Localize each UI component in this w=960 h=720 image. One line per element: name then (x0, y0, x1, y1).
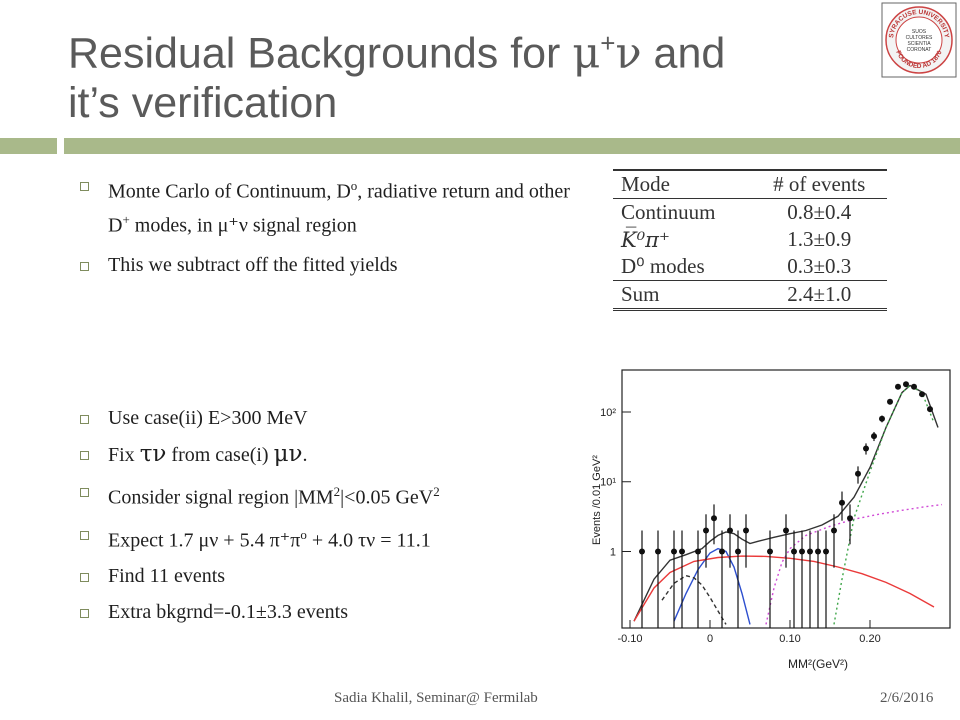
data-point (839, 499, 845, 506)
y-tick-label: 10² (600, 407, 616, 419)
title-line1-pre: Residual Backgrounds for (68, 29, 573, 78)
data-point (919, 391, 925, 398)
bullet-item: Consider signal region |MM2|<0.05 GeV2 (78, 478, 578, 512)
data-point (903, 381, 909, 388)
data-point (927, 406, 933, 413)
data-point (823, 548, 829, 555)
y-axis-label: Events /0.01 GeV² (591, 455, 603, 545)
data-point (911, 383, 917, 390)
data-point (727, 527, 733, 534)
data-point (719, 548, 725, 555)
svg-text:CULTORES: CULTORES (906, 35, 933, 41)
data-point (831, 527, 837, 534)
table-row: Continuum 0.8±0.4 (621, 200, 852, 224)
data-point (791, 548, 797, 555)
title-mu: μ (572, 28, 601, 79)
data-point (695, 548, 701, 555)
data-point (807, 548, 813, 555)
plot-frame (621, 369, 951, 629)
bullet-list-bottom: Use case(ii) E>300 MeV Fix τν from case(… (78, 405, 578, 635)
x-tick-label: 0 (707, 633, 713, 645)
col-header-events: # of events (773, 172, 866, 196)
data-point (895, 383, 901, 390)
bullet-item: Find 11 events (78, 563, 578, 590)
col-header-mode: Mode (621, 172, 670, 196)
svg-text:CORONAT: CORONAT (907, 47, 932, 53)
title-divider-right (64, 138, 960, 154)
bullet-item: This we subtract off the fitted yields (78, 252, 578, 279)
data-point (703, 527, 709, 534)
data-point (887, 398, 893, 405)
title-divider-left (0, 138, 57, 154)
title-plus: + (600, 28, 616, 58)
title-line2: it’s verification (68, 79, 338, 128)
data-point (767, 548, 773, 555)
data-point (711, 515, 717, 522)
university-seal-logo: SYRACUSE UNIVERSITY FOUNDED AD 1870 SUOS… (881, 2, 957, 78)
fit-curve-4 (833, 384, 935, 625)
bullet-list-top: Monte Carlo of Continuum, Do, radiative … (78, 172, 578, 292)
data-point (783, 527, 789, 534)
x-tick-label: 0.20 (859, 633, 880, 645)
bullet-item: Expect 1.7 μν + 5.4 π⁺πo + 4.0 τν = 11.1 (78, 521, 578, 555)
footer-date: 2/6/2016 (880, 690, 934, 706)
x-tick-label: 0.10 (779, 633, 800, 645)
background-mode-table: Mode # of events Continuum 0.8±0.4 K̅⁰π⁺… (613, 169, 887, 311)
data-point (735, 548, 741, 555)
data-point (799, 548, 805, 555)
table-row: D⁰ modes 0.3±0.3 (621, 254, 852, 278)
bullet-item: Use case(ii) E>300 MeV (78, 405, 578, 432)
table-sum-row: Sum 2.4±1.0 (613, 280, 887, 310)
bullet-item: Monte Carlo of Continuum, Do, radiative … (78, 172, 578, 239)
data-point (855, 470, 861, 477)
x-tick-label: -0.10 (617, 633, 642, 645)
table-row: K̅⁰π⁺ 1.3±0.9 (621, 227, 852, 252)
data-point (871, 433, 877, 440)
title-nu: ν (615, 28, 642, 79)
data-point (879, 415, 885, 422)
y-tick-label: 10¹ (600, 477, 616, 489)
svg-text:SCIENTIA: SCIENTIA (907, 41, 931, 47)
title-line1-post: and (641, 29, 726, 78)
bullet-item: Extra bkgrnd=-0.1±3.3 events (78, 599, 578, 626)
data-point (655, 548, 661, 555)
fit-curve-5 (661, 574, 727, 625)
data-point (639, 548, 645, 555)
footer-author: Sadia Khalil, Seminar@ Fermilab (334, 690, 538, 706)
data-point (743, 527, 749, 534)
table-header-row: Mode # of events (613, 170, 887, 199)
bullet-item: Fix τν from case(i) μν. (78, 441, 578, 469)
slide-title: Residual Backgrounds for μ+ν and it’s ve… (68, 18, 868, 128)
fit-curve-1 (673, 547, 751, 625)
x-axis-label: MM²(GeV²) (788, 657, 848, 671)
data-point (863, 445, 869, 452)
y-tick-label: 1 (610, 546, 616, 558)
data-point (815, 548, 821, 555)
data-point (671, 548, 677, 555)
fit-curve-3 (765, 503, 943, 625)
svg-text:SUOS: SUOS (912, 29, 927, 35)
data-point (847, 515, 853, 522)
data-point (679, 548, 685, 555)
